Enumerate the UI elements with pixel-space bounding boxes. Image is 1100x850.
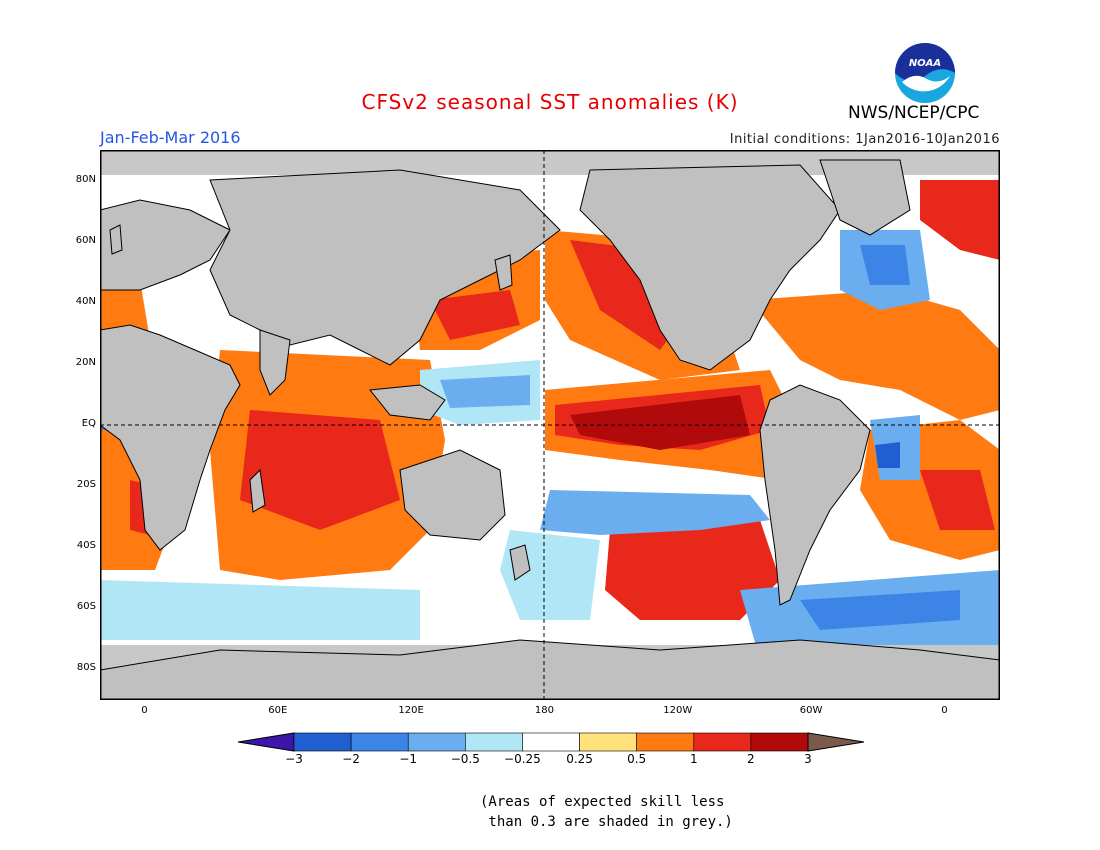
land-south-america xyxy=(759,384,871,606)
lon-tick-label: 60W xyxy=(799,705,823,716)
anomaly-warm-north-atlantic xyxy=(750,290,1000,420)
colorbar-tick-label: 2 xyxy=(747,752,755,766)
land-asia xyxy=(209,169,561,366)
anomaly-cool-southern-ocean-w xyxy=(100,580,420,640)
lat-tick-label: 80N xyxy=(75,173,96,185)
colorbar-segment xyxy=(693,732,752,752)
colorbar-tick-label: 0.25 xyxy=(566,752,593,766)
land-antarctica xyxy=(100,639,1000,700)
land-new-zealand xyxy=(509,544,531,581)
land-india xyxy=(259,329,291,396)
anomaly-cool-southern-ocean-core xyxy=(800,590,960,630)
anomaly-cool-north-atlantic-core xyxy=(860,245,910,285)
lat-tick-label: 60N xyxy=(75,234,96,246)
skill-note-line1: (Areas of expected skill less xyxy=(480,794,725,810)
anomaly-cool-west-pacific-core xyxy=(440,375,530,408)
lat-tick-label: 40S xyxy=(76,540,96,552)
land-masses xyxy=(100,159,1000,700)
lat-tick-label: 40N xyxy=(75,295,96,307)
anomaly-warm-indian-core xyxy=(240,410,400,530)
land-japan xyxy=(494,254,513,291)
colorbar-segment xyxy=(579,732,637,752)
anomaly-warm-arctic-atlantic xyxy=(920,180,1000,260)
anomaly-warm-nino-peak xyxy=(570,395,750,450)
lon-tick-label: 60E xyxy=(268,705,288,716)
lon-tick-label: 120W xyxy=(663,705,693,716)
colorbar-segment xyxy=(750,732,809,752)
land-british-isles xyxy=(109,224,123,255)
colorbar-segment xyxy=(522,732,580,752)
forecast-period: Jan-Feb-Mar 2016 xyxy=(100,128,241,147)
colorbar-segment xyxy=(636,732,695,752)
anomaly-cool-tropical-atlantic-core xyxy=(875,442,900,468)
colorbar-segment xyxy=(465,732,523,752)
lat-tick-label: 80S xyxy=(76,662,96,674)
skill-note-line2: than 0.3 are shaded in grey.) xyxy=(480,814,733,830)
colorbar-tick-label: −1 xyxy=(399,752,418,766)
land-europe xyxy=(100,199,231,291)
colorbar-tick-label: 1 xyxy=(689,752,698,766)
land-maritime-continent xyxy=(369,384,446,421)
anomaly-warm-west-pacific-n-core xyxy=(430,290,520,340)
colorbar-tick-label: 3 xyxy=(804,752,812,766)
anomaly-cool-south-pacific xyxy=(540,490,770,535)
initial-conditions: Initial conditions: 1Jan2016-10Jan2016 xyxy=(729,132,1000,147)
colorbar-max-triangle xyxy=(807,732,864,752)
skill-note: (Areas of expected skill less than 0.3 a… xyxy=(480,792,733,832)
colorbar-segment xyxy=(407,732,466,752)
organization-label: NWS/NCEP/CPC xyxy=(848,103,980,123)
lat-tick-label: EQ xyxy=(81,418,96,429)
sst-anomaly-map xyxy=(100,150,1000,700)
colorbar-tick-label: −3 xyxy=(285,752,303,766)
colorbar-segment xyxy=(293,732,352,752)
colorbar-min-triangle xyxy=(238,732,295,752)
colorbar-tick-label: 0.5 xyxy=(627,752,647,766)
land-north-america xyxy=(579,164,841,371)
land-africa xyxy=(100,324,241,551)
land-madagascar xyxy=(249,468,266,513)
colorbar-tick-label: −0.25 xyxy=(504,752,541,766)
anomaly-warm-south-atlantic-e-core xyxy=(920,470,995,530)
lon-tick-label: 180 xyxy=(534,705,554,716)
noaa-logo-icon: NOAA xyxy=(895,43,955,103)
map-frame xyxy=(100,150,1000,700)
land-greenland xyxy=(819,159,911,236)
colorbar-tick-label: −0.5 xyxy=(450,752,480,766)
lat-tick-label: 20S xyxy=(76,479,96,491)
lat-tick-label: 60S xyxy=(76,601,96,613)
anomaly-warm-south-pacific xyxy=(605,520,780,620)
colorbar xyxy=(238,732,864,752)
land-australia xyxy=(399,449,506,541)
lon-tick-label: 0 xyxy=(941,705,948,716)
lon-tick-label: 120E xyxy=(398,705,424,716)
colorbar-segment xyxy=(350,732,409,752)
map-title: CFSv2 seasonal SST anomalies (K) xyxy=(361,90,739,114)
lon-tick-label: 0 xyxy=(141,705,148,716)
colorbar-tick-label: −2 xyxy=(342,752,360,766)
lat-tick-label: 20N xyxy=(75,356,96,368)
logo-text: NOAA xyxy=(909,58,941,69)
